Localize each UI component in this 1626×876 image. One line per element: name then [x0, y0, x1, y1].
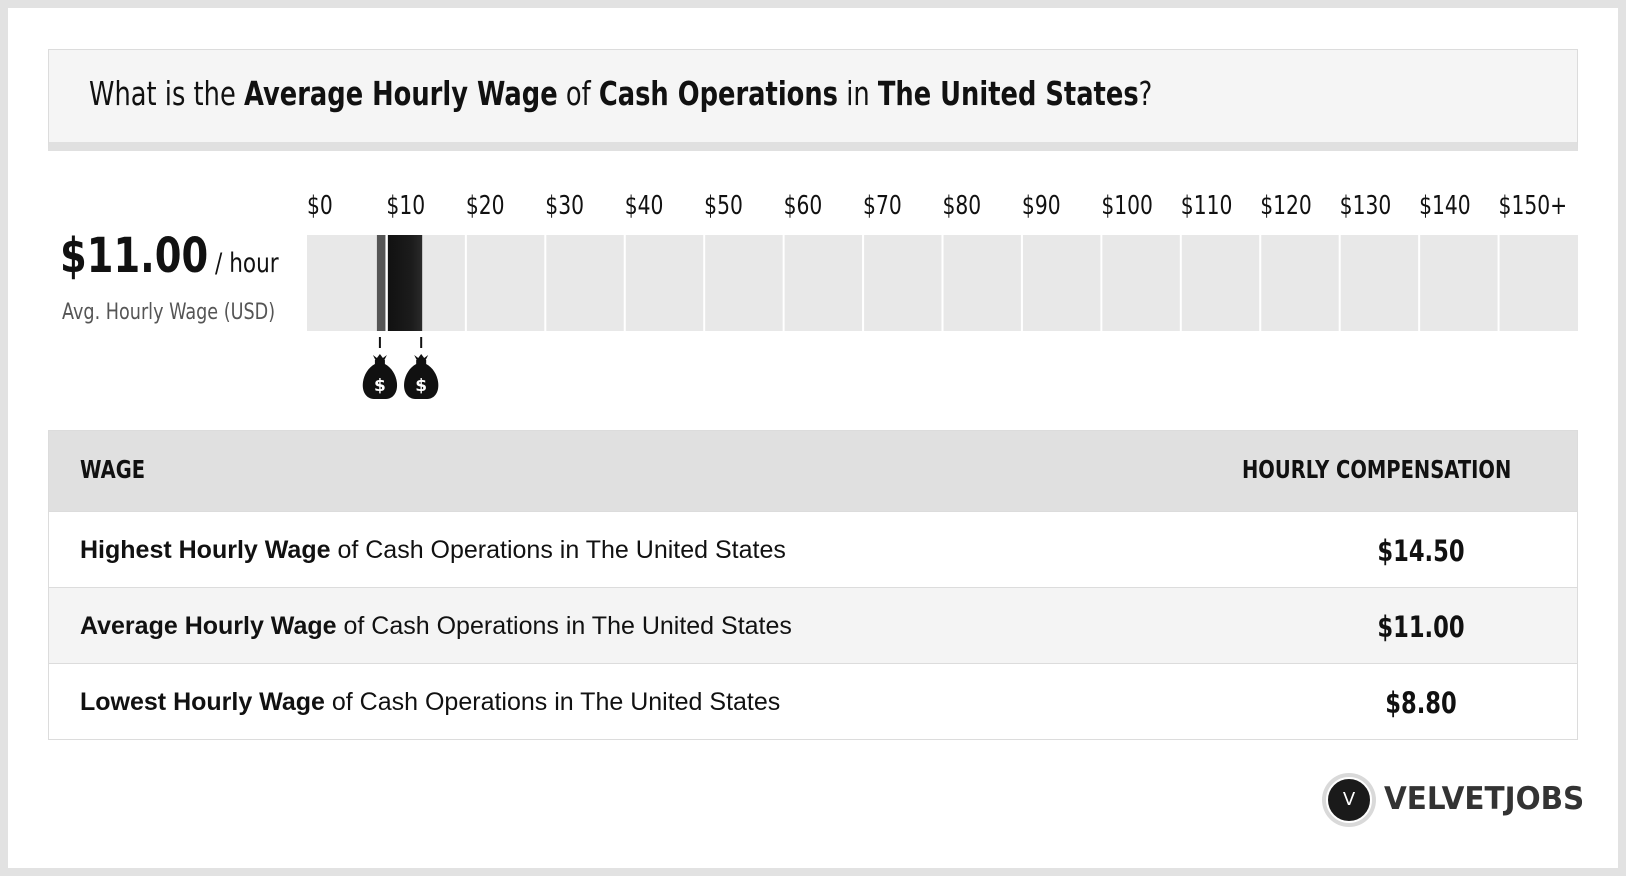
- wage-table: WAGE HOURLY COMPENSATION Highest Hourly …: [48, 430, 1578, 740]
- row-value: $8.80: [1385, 686, 1457, 720]
- tick-label: $80: [942, 191, 981, 221]
- marker-dollar-symbol: $: [415, 376, 427, 396]
- table-row: Lowest Hourly Wage of Cash Operations in…: [49, 663, 1577, 739]
- marker-dollar-symbol: $: [374, 376, 386, 396]
- title-box: What is the Average Hourly Wage of Cash …: [48, 49, 1578, 151]
- row-value: $14.50: [1377, 534, 1465, 568]
- header-hourly-compensation: HOURLY COMPENSATION: [1241, 455, 1511, 484]
- money-bag-icon: [362, 354, 398, 399]
- title-suffix: ?: [1138, 74, 1153, 113]
- tick-label: $90: [1022, 191, 1061, 221]
- tick-label: $140: [1419, 191, 1471, 221]
- table-row: Average Hourly Wage of Cash Operations i…: [49, 587, 1577, 663]
- title-metric: Average Hourly Wage: [243, 74, 558, 113]
- average-wage-caption: Avg. Hourly Wage (USD): [62, 300, 276, 325]
- table-header: WAGE HOURLY COMPENSATION: [49, 431, 1577, 511]
- title-of: of: [557, 74, 599, 113]
- tick-label: $10: [386, 191, 425, 221]
- row-value: $11.00: [1377, 610, 1465, 644]
- table-row: Highest Hourly Wage of Cash Operations i…: [49, 511, 1577, 587]
- row-label-rest: of Cash Operations in The United States: [324, 688, 781, 716]
- row-label-bold: Lowest Hourly Wage: [80, 688, 325, 716]
- tick-label: $70: [863, 191, 902, 221]
- range-bar-low-segment: [376, 235, 386, 331]
- row-label-bold: Highest Hourly Wage: [80, 536, 331, 564]
- logo-circle-icon: V: [1322, 773, 1376, 827]
- row-label: Highest Hourly Wage of Cash Operations i…: [80, 536, 786, 565]
- header-wage: WAGE: [80, 455, 146, 484]
- page-title: What is the Average Hourly Wage of Cash …: [89, 74, 1152, 113]
- title-in: in: [838, 74, 878, 113]
- row-label-bold: Average Hourly Wage: [80, 612, 337, 640]
- tick-label: $130: [1340, 191, 1392, 221]
- range-bar: [387, 235, 423, 331]
- velvetjobs-logo[interactable]: V VELVETJOBS: [1322, 773, 1585, 827]
- tick-label: $150+: [1499, 191, 1568, 221]
- title-prefix: What is the: [89, 74, 244, 113]
- row-label-rest: of Cash Operations in The United States: [330, 536, 786, 564]
- title-job: Cash Operations: [598, 74, 839, 113]
- tick-label: $120: [1260, 191, 1312, 221]
- tick-label: $0: [307, 191, 333, 221]
- tick-label: $30: [545, 191, 584, 221]
- wage-range-chart: $0 $10 $20 $30 $40 $50 $60 $70 $80 $90 $100 $110 $12…: [307, 191, 1578, 399]
- tick-label: $50: [704, 191, 743, 221]
- row-label: Lowest Hourly Wage of Cash Operations in…: [80, 688, 780, 717]
- average-wage-value: $11.00 / hour: [60, 228, 279, 284]
- tick-label: $110: [1181, 191, 1233, 221]
- tick-label: $100: [1101, 191, 1153, 221]
- average-wage-number: $11.00: [60, 228, 209, 284]
- money-bag-icon: [404, 354, 439, 399]
- tick-label: $40: [625, 191, 664, 221]
- title-location: The United States: [877, 74, 1139, 113]
- tick-label: $20: [466, 191, 505, 221]
- average-wage-unit: / hour: [208, 248, 279, 279]
- logo-text: VELVETJOBS: [1384, 781, 1585, 817]
- row-label: Average Hourly Wage of Cash Operations i…: [80, 612, 792, 641]
- logo-mark: V: [1326, 777, 1372, 823]
- tick-label: $60: [784, 191, 823, 221]
- row-label-rest: of Cash Operations in The United States: [336, 612, 792, 640]
